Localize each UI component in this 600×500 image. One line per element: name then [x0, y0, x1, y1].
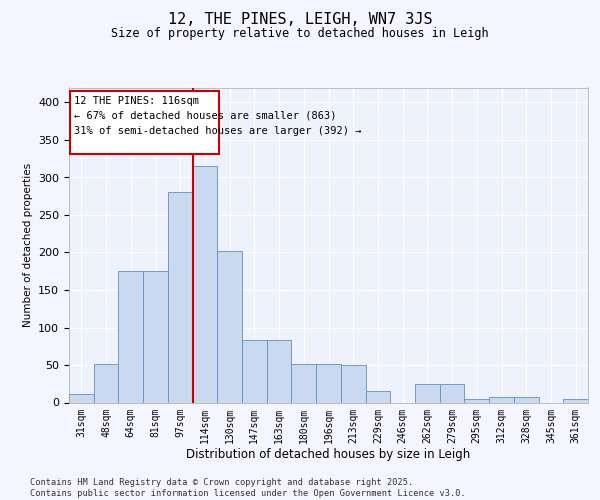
Y-axis label: Number of detached properties: Number of detached properties — [23, 163, 32, 327]
X-axis label: Distribution of detached houses by size in Leigh: Distribution of detached houses by size … — [187, 448, 470, 461]
Bar — [118, 271, 143, 402]
Bar — [365, 391, 390, 402]
Text: 12 THE PINES: 116sqm: 12 THE PINES: 116sqm — [74, 96, 199, 106]
Bar — [94, 364, 118, 403]
Bar — [217, 251, 242, 402]
Bar — [193, 166, 217, 402]
Bar — [267, 340, 292, 402]
Bar — [242, 340, 267, 402]
Text: Contains HM Land Registry data © Crown copyright and database right 2025.
Contai: Contains HM Land Registry data © Crown c… — [30, 478, 466, 498]
Bar — [168, 192, 193, 402]
Text: 31% of semi-detached houses are larger (392) →: 31% of semi-detached houses are larger (… — [74, 126, 361, 136]
Bar — [514, 396, 539, 402]
Text: Size of property relative to detached houses in Leigh: Size of property relative to detached ho… — [111, 28, 489, 40]
Bar — [143, 271, 168, 402]
Bar — [316, 364, 341, 403]
Bar — [489, 396, 514, 402]
Bar — [70, 91, 218, 154]
Bar — [440, 384, 464, 402]
Bar — [341, 365, 365, 403]
Bar — [464, 399, 489, 402]
Bar — [415, 384, 440, 402]
Bar — [563, 399, 588, 402]
Text: ← 67% of detached houses are smaller (863): ← 67% of detached houses are smaller (86… — [74, 110, 337, 120]
Text: 12, THE PINES, LEIGH, WN7 3JS: 12, THE PINES, LEIGH, WN7 3JS — [167, 12, 433, 28]
Bar — [69, 394, 94, 402]
Bar — [292, 364, 316, 403]
